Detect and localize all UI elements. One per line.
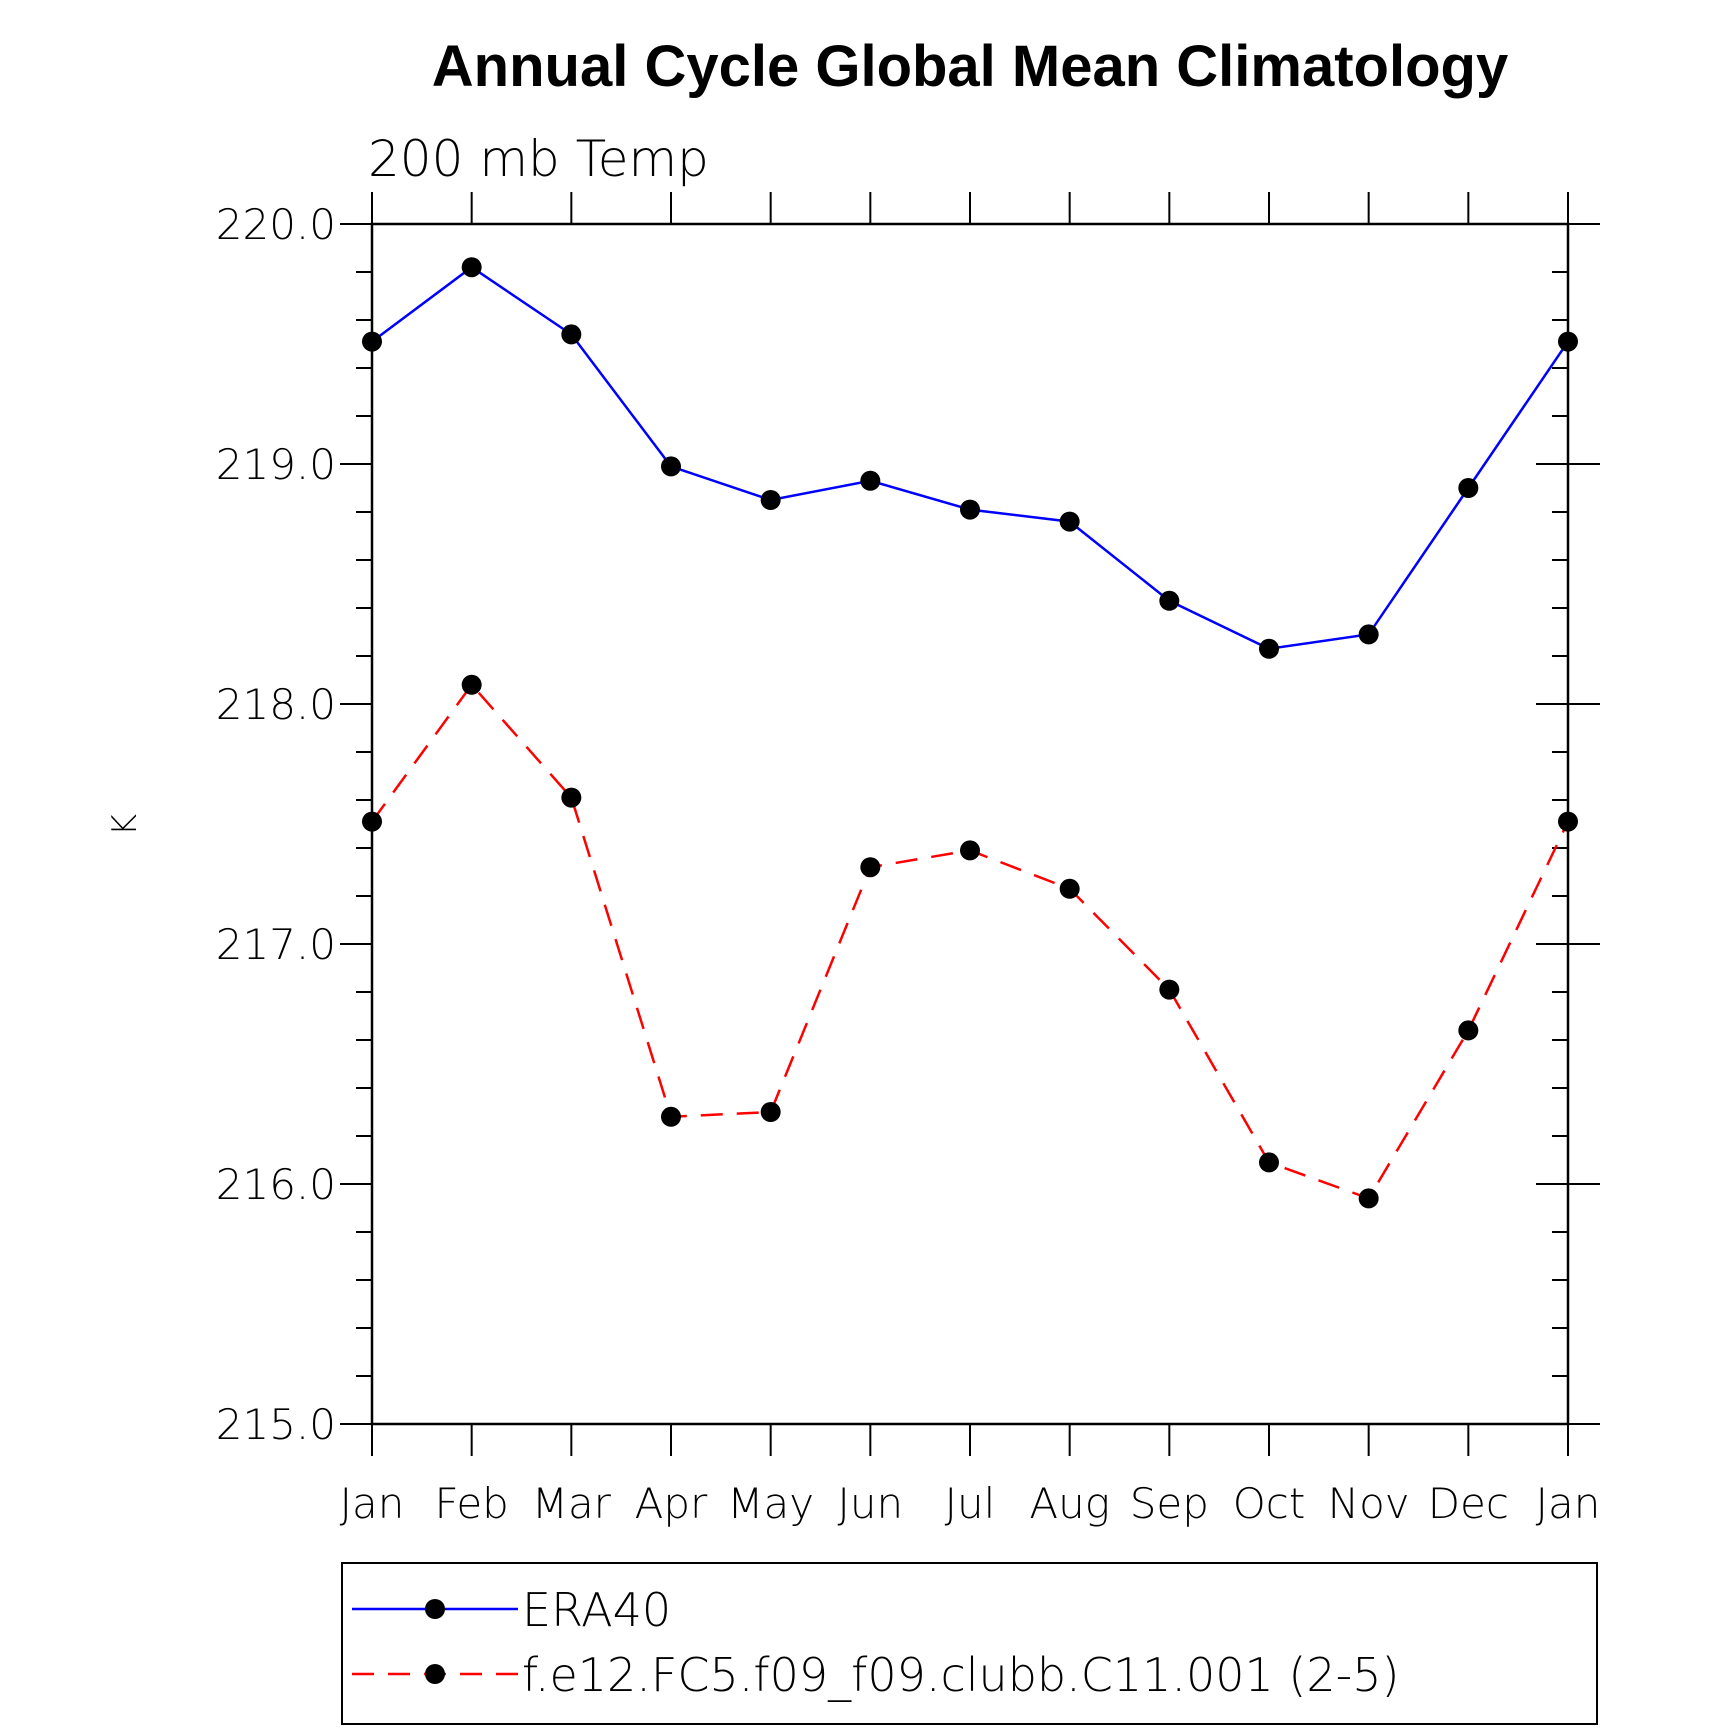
data-point <box>1159 590 1180 611</box>
x-tick-label: Mar <box>532 1479 612 1528</box>
x-tick-label: Feb <box>434 1479 508 1528</box>
series-group <box>362 257 1578 1209</box>
plot-frame <box>370 222 1570 1426</box>
data-point <box>1259 1152 1279 1173</box>
x-tick-label: Apr <box>635 1479 708 1528</box>
data-point <box>760 1102 781 1122</box>
x-tick-label: Aug <box>1029 1479 1110 1528</box>
data-point <box>1059 511 1080 532</box>
x-tick-label: Sep <box>1130 1479 1209 1528</box>
data-point <box>1159 979 1180 1000</box>
data-point <box>1558 331 1578 352</box>
data-point <box>1059 878 1080 899</box>
legend-marker <box>425 1599 445 1619</box>
series-line-1 <box>370 682 1570 1200</box>
x-tick-label: Jul <box>945 1479 996 1528</box>
data-point <box>362 331 382 352</box>
y-tick-label: 215.0 <box>216 1400 336 1449</box>
y-tick-label: 219.0 <box>216 440 336 489</box>
y-tick-label: 216.0 <box>216 1160 336 1209</box>
data-point <box>561 787 582 808</box>
chart-title: Annual Cycle Global Mean Climatology <box>432 34 1508 99</box>
series-line-0 <box>371 265 1570 651</box>
data-point <box>860 857 881 878</box>
data-point <box>362 811 382 832</box>
x-tick-label: Oct <box>1233 1479 1306 1528</box>
x-tick-label: Dec <box>1428 1479 1509 1528</box>
y-tick-label: 218.0 <box>216 680 336 729</box>
legend-marker <box>425 1664 445 1684</box>
data-point <box>1358 624 1379 645</box>
data-point <box>960 840 980 861</box>
data-point <box>860 470 881 491</box>
x-tick-label: Jan <box>340 1479 405 1528</box>
data-point <box>1558 811 1578 832</box>
legend-entry-label: ERA40 <box>522 1583 671 1637</box>
y-tick-label: 220.0 <box>216 200 336 249</box>
y-tick-label: 217.0 <box>216 920 336 969</box>
data-point <box>1358 1188 1379 1209</box>
legend-box <box>341 1562 1598 1725</box>
data-point <box>461 257 482 278</box>
x-tick-label: Jun <box>838 1479 904 1528</box>
y-axis-label: K <box>105 814 145 836</box>
data-point <box>561 324 582 345</box>
data-point <box>960 499 980 520</box>
data-point <box>661 456 681 477</box>
data-point <box>1458 1020 1479 1041</box>
x-tick-label: Nov <box>1328 1479 1410 1528</box>
y-ticks: 215.0 216.0 217.0 218.0 219.0 220.0 <box>216 200 1600 1449</box>
data-point <box>1458 478 1479 498</box>
x-ticks: Jan Feb Mar Apr May Jun Jul Aug Sep Oct Nov Dec Jan <box>340 192 1601 1528</box>
data-point <box>760 490 781 510</box>
plot-area <box>370 222 1570 1426</box>
data-point <box>661 1106 681 1127</box>
data-point <box>461 674 482 695</box>
x-tick-label: May <box>727 1479 814 1528</box>
data-point <box>1259 638 1279 659</box>
chart-subtitle: 200 mb Temp <box>368 130 709 188</box>
legend: ERA40 f.e12.FC5.f09_f09.clubb.C11.001 (2-… <box>341 1562 1598 1725</box>
x-tick-label: Jan <box>1536 1479 1601 1528</box>
legend-entry-label: f.e12.FC5.f09_f09.clubb.C11.001 (2-5) <box>522 1648 1399 1702</box>
